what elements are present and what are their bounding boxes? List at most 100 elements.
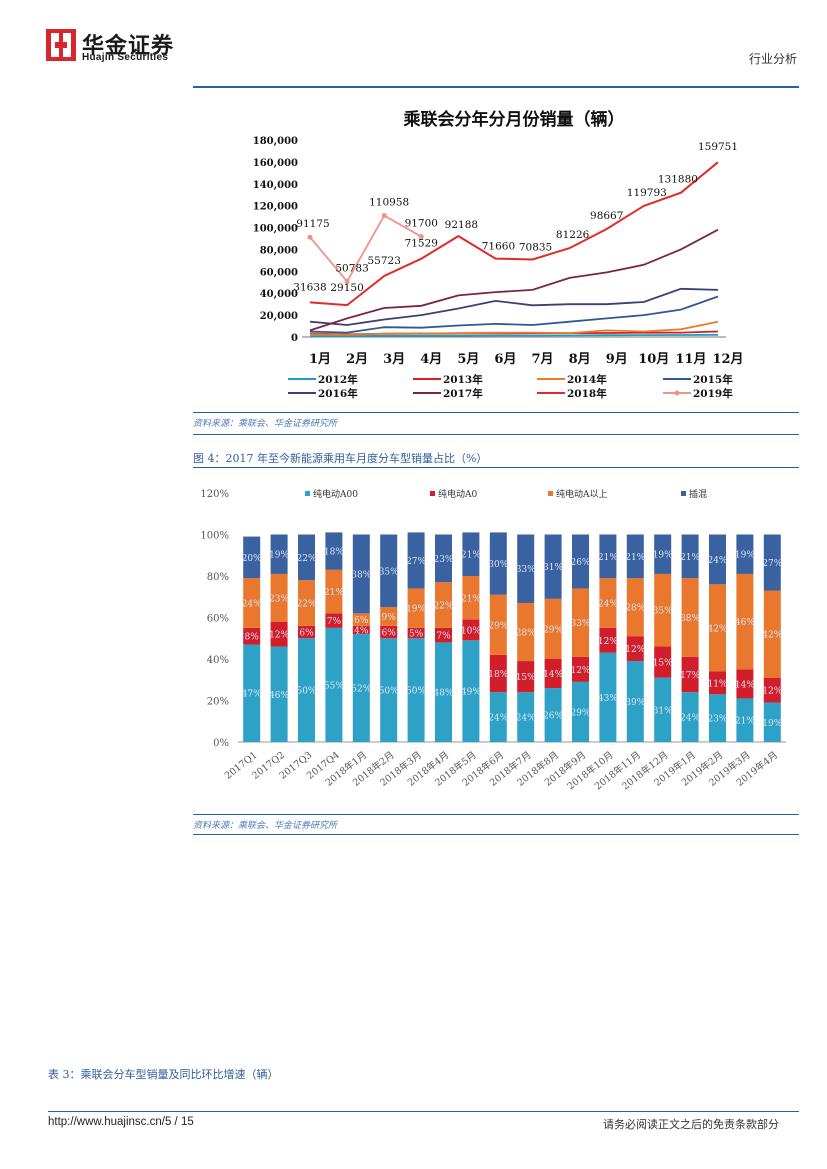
chart2-bar-data-label: 21%	[680, 553, 700, 563]
chart1-data-label: 29150	[330, 282, 363, 294]
chart2-bar-data-label: 35%	[653, 607, 673, 617]
chart2-bar-data-label: 20%	[242, 554, 262, 564]
chart2-bar-segment	[462, 532, 480, 576]
chart2-legend-label: 纯电动A以上	[556, 488, 608, 500]
chart2-bar-data-label: 8%	[245, 633, 260, 643]
chart2-bar-data-label: 24%	[598, 599, 618, 609]
chart1-legend-label: 2019年	[693, 387, 733, 400]
huajin-logo-icon	[46, 29, 76, 61]
chart2-bar-segment	[709, 671, 726, 695]
chart2-bar-segment	[325, 613, 343, 628]
chart2-bar-data-label: 7%	[436, 632, 451, 642]
chart2-bar-segment	[599, 627, 617, 653]
chart1-series-marker	[381, 213, 387, 219]
chart2-bar-data-label: 29%	[570, 708, 590, 718]
chart2-bar-segment	[352, 625, 370, 635]
chart1-y-tick-label: 100,000	[253, 224, 298, 235]
chart2-bar-data-label: 19%	[269, 551, 289, 561]
chart2-bar-data-label: 9%	[382, 613, 397, 623]
chart1-series-line	[309, 161, 719, 307]
chart2-bar-data-label: 55%	[324, 681, 344, 691]
chart2-legend-swatch	[681, 491, 686, 496]
chart2-bar-data-label: 48%	[433, 689, 453, 699]
chart2-bar-data-label: 39%	[625, 698, 645, 708]
chart2-bar-segment	[544, 688, 562, 742]
chart2-bar-segment	[763, 702, 781, 742]
chart1-data-label: 98667	[590, 210, 623, 222]
chart2-bar-data-label: 38%	[351, 570, 371, 580]
chart1-y-tick-label: 40,000	[260, 289, 298, 300]
chart2-bar-data-label: 6%	[354, 616, 369, 626]
chart1-x-tick-label: 9月	[606, 352, 628, 367]
chart2-bar-data-label: 21%	[598, 553, 618, 563]
chart2-y-tick-label: 40%	[207, 655, 229, 666]
footer-url[interactable]: http://www.huajinsc.cn/5 / 15	[48, 1116, 194, 1128]
chart2-bar-segment	[380, 638, 398, 742]
chart1-data-label: 159751	[698, 141, 738, 153]
chart2-bar-data-label: 28%	[516, 629, 536, 639]
chart2-bar-segment	[325, 627, 343, 742]
chart2-bar-data-label: 23%	[433, 555, 453, 565]
chart2-bar-data-label: 12%	[762, 687, 782, 697]
chart1-data-label: 91700	[405, 218, 438, 230]
chart2-legend-label: 纯电动A00	[313, 488, 358, 500]
chart2-bar-segment	[298, 625, 315, 639]
chart2-bar-segment	[709, 694, 726, 742]
chart2-bar-segment	[681, 578, 699, 657]
chart2-bar-data-label: 29%	[543, 625, 563, 635]
chart2-bar-data-label: 33%	[570, 619, 590, 629]
chart2-bar-data-label: 24%	[707, 556, 727, 566]
chart2-bar-segment	[243, 578, 261, 628]
chart2-bar-data-label: 27%	[762, 559, 782, 569]
chart2-bar-data-label: 50%	[379, 687, 399, 697]
chart2-bar-segment	[517, 661, 535, 693]
chart1-legend-label: 2016年	[318, 387, 358, 400]
chart1-data-label: 70835	[519, 241, 552, 253]
chart1-series-line	[310, 333, 719, 337]
chart2-bar-segment	[626, 636, 644, 662]
chart2-bar-segment	[298, 638, 315, 742]
chart2-bar-segment	[407, 532, 425, 589]
chart2-bar-segment	[599, 534, 617, 579]
chart2-bar-segment	[489, 692, 507, 742]
chart2-legend-swatch	[548, 491, 553, 496]
header: 华金证券 Huajin Securities 行业分析	[0, 0, 827, 90]
chart1-series-line	[309, 214, 422, 283]
chart2-bar-data-label: 15%	[653, 659, 673, 669]
chart2-bar-segment	[380, 534, 398, 608]
chart2-bar-data-label: 24%	[242, 599, 262, 609]
table3-caption: 表 3：乘联会分车型销量及同比环比增速（辆）	[48, 1068, 279, 1081]
chart2-bar-segment	[325, 569, 343, 614]
chart2-bar-data-label: 18%	[324, 548, 344, 558]
chart1-x-tick-label: 10月	[638, 352, 669, 367]
chart2-bar-data-label: 21%	[735, 717, 755, 727]
chart2-bar-segment	[544, 659, 562, 689]
chart2-bar-segment	[599, 578, 617, 628]
chart2-bar-data-label: 30%	[488, 560, 508, 570]
chart2-bar-data-label: 19%	[735, 551, 755, 561]
chart2-bar-segment	[407, 588, 425, 628]
chart1-series-line	[309, 320, 719, 336]
chart2-bar-data-label: 49%	[461, 688, 481, 698]
chart2-bar-data-label: 24%	[680, 714, 700, 724]
chart2-bar-segment	[407, 638, 425, 742]
chart2-bar-segment	[763, 534, 781, 591]
chart2-bar-segment	[681, 534, 699, 579]
chart1-series-marker	[344, 278, 350, 284]
chart2-y-tick-label: 100%	[200, 531, 229, 542]
footer-disclaimer-notice: 请务必阅读正文之后的免责条款部分	[603, 1118, 779, 1131]
chart1-x-tick-label: 4月	[420, 352, 442, 367]
chart2-caption: 图 4：2017 年至今新能源乘用车月度分车型销量占比（%）	[193, 452, 488, 465]
chart2-bar-data-label: 22%	[433, 602, 453, 612]
chart2-y-tick-label: 60%	[207, 614, 229, 625]
chart2-y-tick-label: 120%	[200, 489, 229, 500]
chart2-bar-data-label: 24%	[516, 714, 536, 724]
chart2-bar-data-label: 10%	[461, 626, 481, 636]
chart2-bar-segment	[626, 534, 644, 579]
chart1-data-label: 55723	[367, 255, 400, 267]
chart2-bar-data-label: 14%	[735, 680, 755, 690]
chart2-bar-data-label: 19%	[653, 551, 673, 561]
chart1-x-tick-label: 11月	[675, 352, 706, 367]
chart2-bar-segment	[654, 646, 672, 678]
chart1-y-tick-label: 140,000	[253, 180, 298, 191]
